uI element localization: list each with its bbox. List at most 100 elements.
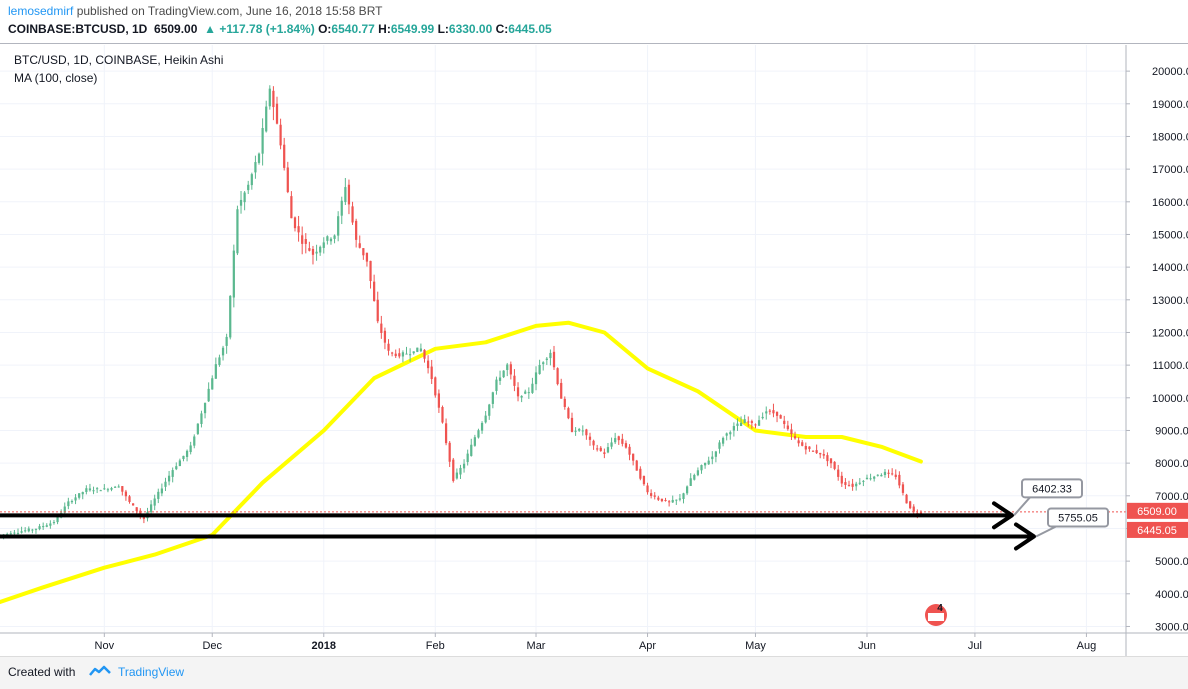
candle-down <box>783 420 786 425</box>
candle-up <box>265 106 268 132</box>
candle-up <box>858 482 861 484</box>
candle-up <box>149 504 153 513</box>
candle-up <box>455 472 458 479</box>
candle-up <box>739 422 743 426</box>
candle-up <box>542 362 545 365</box>
event-marker-flag <box>928 613 944 621</box>
candle-up <box>401 352 405 357</box>
candle-down <box>815 450 818 454</box>
candle-up <box>606 447 610 453</box>
candle-down <box>840 475 843 484</box>
candle-down <box>297 226 300 233</box>
candle-down <box>847 484 851 486</box>
candle-up <box>49 523 52 526</box>
candle-up <box>182 455 185 460</box>
y-tick-label: 13000.00 <box>1152 295 1188 307</box>
candle-down <box>668 501 671 503</box>
x-tick-label: Jul <box>968 640 982 652</box>
y-tick-label: 11000.00 <box>1152 360 1188 372</box>
candle-down <box>775 411 779 416</box>
high-value: 6549.99 <box>390 22 435 36</box>
candle-up <box>732 426 735 431</box>
candle-up <box>671 499 674 503</box>
candle-up <box>707 460 710 465</box>
candle-up <box>171 470 174 477</box>
candle-down <box>394 353 397 357</box>
candle-down <box>365 252 369 262</box>
candle-down <box>660 498 664 502</box>
low-label: L: <box>437 22 449 36</box>
candle-up <box>38 526 41 530</box>
candle-up <box>337 216 340 236</box>
candle-down <box>592 440 595 446</box>
candle-up <box>13 532 16 534</box>
candle-up <box>20 531 23 533</box>
candle-down <box>819 452 822 455</box>
candle-up <box>765 411 768 414</box>
candle-down <box>797 440 800 444</box>
candle-down <box>513 375 516 386</box>
candle-down <box>135 507 138 512</box>
candle-down <box>808 446 811 450</box>
candle-up <box>527 392 530 394</box>
candle-up <box>45 525 48 527</box>
indicator-legend[interactable]: MA (100, close) <box>14 71 98 85</box>
candle-down <box>790 429 793 434</box>
candle-up <box>549 352 552 359</box>
candle-down <box>311 248 315 255</box>
y-tick-label: 12000.00 <box>1152 327 1188 339</box>
candle-up <box>757 420 761 426</box>
x-tick-label: May <box>745 640 766 652</box>
candle-up <box>714 451 718 457</box>
candle-down <box>887 472 890 474</box>
candle-down <box>560 382 563 399</box>
candle-up <box>27 528 30 532</box>
candle-down <box>639 468 642 479</box>
close-value: 6445.05 <box>508 22 552 36</box>
author-link[interactable]: lemosedmirf <box>8 4 74 18</box>
candle-up <box>466 453 469 463</box>
candle-down <box>779 415 782 419</box>
candle-down <box>380 323 383 334</box>
candle-down <box>124 491 128 497</box>
price-badge <box>1127 521 1188 538</box>
candle-down <box>279 124 282 146</box>
candle-down <box>509 364 512 375</box>
candle-down <box>448 442 451 462</box>
candle-up <box>488 404 491 416</box>
quote-price: 6509.00 <box>154 22 198 36</box>
price-callout-label: 6402.33 <box>1032 483 1072 495</box>
series-legend[interactable]: BTC/USD, 1D, COINBASE, Heikin Ashi <box>14 53 224 67</box>
candle-up <box>506 364 509 370</box>
candle-up <box>581 430 584 432</box>
candle-down <box>793 436 797 439</box>
candle-down <box>376 299 379 322</box>
candle-up <box>498 377 502 381</box>
candle-up <box>42 526 45 528</box>
candle-up <box>419 348 423 352</box>
ma-layer <box>0 320 923 604</box>
candle-down <box>452 459 455 481</box>
candle-up <box>545 358 548 361</box>
candle-up <box>250 174 253 186</box>
candle-down <box>362 248 365 256</box>
candle-down <box>444 423 448 444</box>
candle-down <box>556 368 559 385</box>
candle-up <box>268 88 271 107</box>
candle-up <box>480 422 484 431</box>
candle-down <box>632 453 635 461</box>
x-tick-label: Nov <box>95 640 115 652</box>
y-tick-label: 17000.00 <box>1152 164 1188 176</box>
candle-up <box>106 489 110 491</box>
footer: Created with TradingView <box>0 656 1188 689</box>
candle-down <box>635 460 638 471</box>
candle-up <box>185 450 189 457</box>
candle-up <box>254 162 257 173</box>
candle-down <box>272 90 275 108</box>
candle-up <box>344 187 347 203</box>
candle-up <box>114 486 117 488</box>
candle-up <box>524 391 527 394</box>
candle-down <box>552 351 556 368</box>
